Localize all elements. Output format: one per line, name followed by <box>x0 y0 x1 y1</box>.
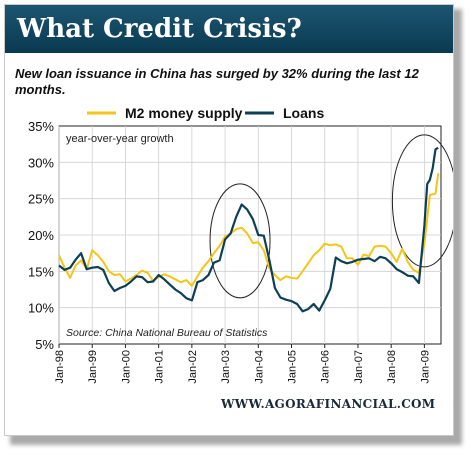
x-tick-label: Jan-01 <box>154 350 166 384</box>
annotation-circle-2009 <box>391 134 453 268</box>
y-tick-label: 30% <box>28 155 54 170</box>
chart-card: What Credit Crisis? New loan issuance in… <box>4 4 454 436</box>
x-tick-label: Jan-09 <box>419 350 431 384</box>
annotation-circle-2003 <box>209 183 271 299</box>
series-line-loans <box>58 146 439 313</box>
x-tick-label: Jan-05 <box>287 350 299 384</box>
line-chart: 5% 10% 15% 20% 25% 30% 35% Jan-98 Jan-99 Jan-00 Ja… <box>28 105 453 384</box>
y-tick-label: 35% <box>28 119 54 134</box>
x-tick-label: Jan-03 <box>220 350 232 384</box>
x-tick-label: Jan-07 <box>353 350 365 384</box>
source-note: Source: China National Bureau of Statist… <box>66 327 268 339</box>
x-tick-label: Jan-98 <box>54 350 66 384</box>
y-tick-label: 5% <box>35 337 54 352</box>
footer-url: WWW.AGORAFINANCIAL.COM <box>221 397 436 411</box>
legend-label: Loans <box>283 105 324 121</box>
x-tick-label: Jan-02 <box>187 350 199 384</box>
y-tick-label: 15% <box>28 264 54 279</box>
x-tick-label: Jan-00 <box>120 350 132 384</box>
x-tick-label: Jan-08 <box>386 350 398 384</box>
x-tick-label: Jan-06 <box>320 350 332 384</box>
legend-label: M2 money supply <box>125 105 243 121</box>
chart-subtitle: New loan issuance in China has surged by… <box>15 66 419 97</box>
series-line-m2-money-supply <box>58 173 440 287</box>
y-tick-label: 20% <box>28 228 54 243</box>
x-tick-label: Jan-04 <box>253 350 265 384</box>
inner-axis-label: year-over-year growth <box>66 133 174 145</box>
page-title: What Credit Crisis? <box>17 14 302 44</box>
y-tick-label: 25% <box>28 192 54 207</box>
title-banner: What Credit Crisis? <box>5 5 453 53</box>
y-tick-label: 10% <box>28 301 54 316</box>
x-tick-label: Jan-99 <box>87 350 99 384</box>
